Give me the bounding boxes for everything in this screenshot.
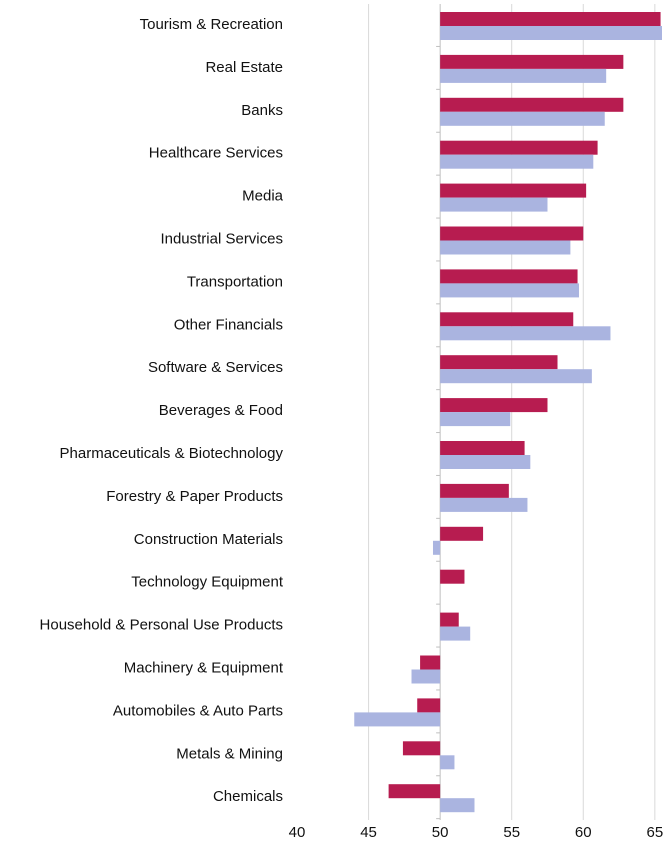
- category-label: Chemicals: [213, 788, 283, 805]
- bar: [440, 612, 459, 627]
- bar: [440, 355, 558, 370]
- bar: [440, 398, 548, 413]
- bar: [440, 183, 587, 198]
- category-label: Banks: [241, 102, 283, 119]
- category-label: Transportation: [187, 273, 283, 290]
- bar: [440, 626, 471, 641]
- bar: [440, 154, 594, 169]
- category-label: Real Estate: [205, 59, 283, 76]
- category-label: Media: [242, 188, 284, 205]
- category-label: Pharmaceuticals & Biotechnology: [60, 445, 284, 462]
- bar: [440, 526, 484, 541]
- category-label: Beverages & Food: [159, 402, 283, 419]
- category-label: Construction Materials: [134, 531, 283, 548]
- category-label: Forestry & Paper Products: [106, 488, 283, 505]
- bar: [440, 12, 661, 26]
- category-label: Tourism & Recreation: [140, 16, 283, 33]
- category-label: Metals & Mining: [176, 745, 283, 762]
- category-label: Automobiles & Auto Parts: [113, 702, 283, 719]
- x-tick-label: 50: [432, 824, 449, 841]
- bar: [354, 712, 441, 727]
- bar: [440, 26, 662, 40]
- bar: [417, 698, 441, 713]
- category-label: Software & Services: [148, 359, 283, 376]
- bar: [440, 369, 592, 384]
- bar: [440, 483, 509, 498]
- x-tick-label: 65: [646, 824, 663, 841]
- bar: [440, 54, 624, 69]
- bar: [440, 455, 531, 469]
- bar: [440, 312, 574, 327]
- category-label: Healthcare Services: [149, 145, 283, 162]
- bar: [440, 755, 455, 770]
- bar: [440, 111, 605, 126]
- category-label: Industrial Services: [160, 230, 283, 247]
- bar: [440, 140, 598, 155]
- x-tick-label: 40: [289, 824, 306, 841]
- category-label: Machinery & Equipment: [124, 659, 284, 676]
- bar: [440, 97, 624, 112]
- bar: [432, 540, 441, 555]
- bar: [440, 441, 525, 455]
- bar: [440, 412, 511, 427]
- bar: [440, 283, 579, 298]
- bar: [440, 269, 578, 284]
- x-tick-label: 55: [503, 824, 520, 841]
- bar: [388, 784, 441, 799]
- bar: [440, 326, 611, 341]
- category-label: Other Financials: [174, 316, 283, 333]
- bar: [440, 68, 607, 83]
- bar: [440, 240, 571, 255]
- category-label: Technology Equipment: [131, 574, 284, 591]
- bar: [440, 569, 465, 584]
- bar: [440, 497, 528, 512]
- category-label: Household & Personal Use Products: [40, 617, 283, 634]
- bar: [440, 226, 584, 241]
- bar: [411, 669, 441, 684]
- bar: [440, 798, 475, 813]
- bar: [440, 197, 548, 212]
- x-tick-label: 60: [575, 824, 592, 841]
- bar: [420, 655, 441, 670]
- x-tick-label: 45: [360, 824, 377, 841]
- bar: [402, 741, 441, 756]
